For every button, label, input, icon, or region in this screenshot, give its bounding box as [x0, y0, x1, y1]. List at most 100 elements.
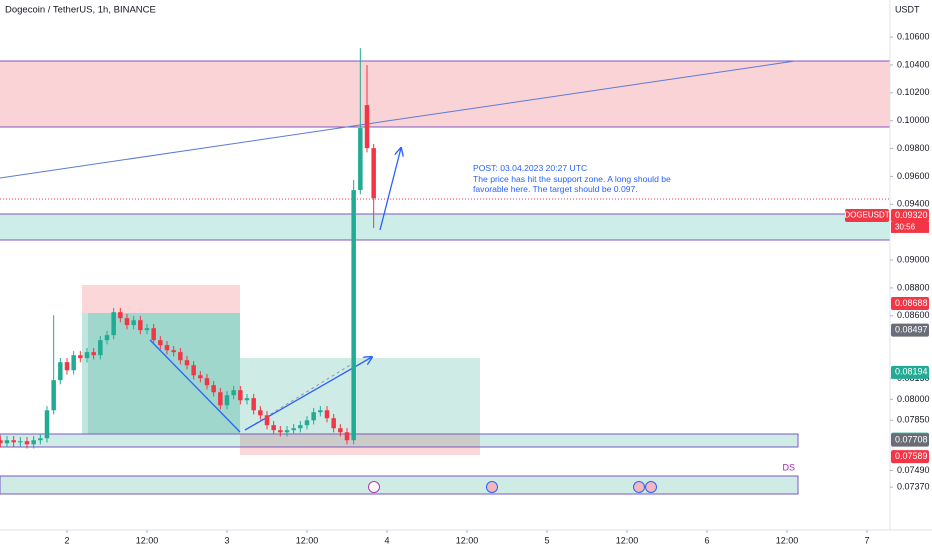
price-tag [891, 297, 929, 311]
x-tick-label: 4 [384, 535, 389, 545]
candle-body [218, 392, 223, 406]
position-fill [88, 313, 240, 434]
event-icon[interactable] [633, 481, 645, 493]
y-tick-label: 0.08000 [897, 394, 930, 404]
position-target [82, 313, 240, 434]
candle-body [158, 340, 163, 346]
countdown-label: 30:56 [895, 223, 916, 232]
candle-body [278, 430, 283, 433]
arrow [379, 148, 401, 231]
candle-body [271, 425, 276, 431]
arrow-line [149, 339, 241, 433]
x-tick-label: 12:00 [296, 535, 319, 545]
x-tick-label: 6 [704, 535, 709, 545]
candle-body [191, 365, 196, 376]
position-stop [82, 285, 240, 313]
candle-body [138, 320, 143, 331]
candle-body [104, 335, 110, 341]
y-tick-label: 0.10000 [897, 115, 930, 125]
candle-body [58, 362, 63, 381]
candle-body [318, 410, 323, 413]
position-target [240, 358, 480, 434]
y-tick-label: 0.07370 [897, 482, 930, 492]
trend-line [0, 60, 796, 179]
price-tag-label: 0.08194 [895, 367, 928, 377]
candle-body [78, 355, 83, 359]
x-tick-label: 7 [864, 535, 869, 545]
candle-body [0, 440, 3, 444]
candle-body [98, 340, 103, 356]
candle-body [144, 328, 150, 331]
x-tick-label: 12:00 [616, 535, 639, 545]
candle-body [198, 375, 203, 379]
candle-body [51, 380, 56, 411]
candle-body [64, 362, 70, 371]
candle-body [178, 352, 183, 361]
price-tag [891, 365, 929, 379]
candle-body [211, 385, 216, 393]
x-tick-label: 2 [64, 535, 69, 545]
candle-body [91, 352, 96, 356]
price-tag-label: 0.09320 [895, 210, 928, 220]
support-zone [0, 214, 890, 240]
price-tag [891, 323, 929, 337]
candle-body [38, 438, 43, 441]
y-tick-label: 0.09000 [897, 254, 930, 264]
candle-body [18, 441, 23, 443]
candle-body [31, 440, 36, 445]
x-tick-label: 12:00 [456, 535, 479, 545]
price-tag-label: 0.07589 [895, 451, 928, 461]
candle-body [331, 418, 336, 429]
x-tick-label: 12:00 [776, 535, 799, 545]
price-tag [891, 450, 929, 464]
candle-body [371, 148, 376, 199]
candle-body [258, 410, 263, 416]
candle-body [111, 312, 116, 336]
y-tick-label: 0.08800 [897, 282, 930, 292]
event-icon[interactable] [486, 481, 498, 493]
chart-title: Dogecoin / TetherUS, 1h, BINANCE [5, 5, 156, 16]
y-tick-label: 0.10600 [897, 31, 930, 41]
candle-body [151, 328, 156, 341]
candle-body [71, 355, 76, 371]
y-tick-label: 0.07850 [897, 415, 930, 425]
candle-body [264, 415, 270, 426]
event-icon[interactable] [368, 481, 380, 493]
y-tick-label: 0.08600 [897, 310, 930, 320]
x-tick-label: 3 [224, 535, 229, 545]
annotation-line: favorable here. The target should be 0.0… [473, 184, 638, 194]
price-tag [891, 433, 929, 447]
annotation-line: The price has hit the support zone. A lo… [473, 173, 671, 184]
currency: USDT [895, 4, 920, 14]
price-tag-label: 0.07708 [895, 434, 928, 444]
candle-body [204, 378, 210, 386]
candle-body [124, 318, 130, 326]
y-tick-label: 0.07490 [897, 465, 930, 475]
price-tag-label: 0.08688 [895, 298, 928, 308]
candle-body [44, 410, 50, 439]
y-tick-label: 0.10400 [897, 59, 930, 69]
candle-body [164, 345, 170, 351]
candle-body [24, 441, 30, 445]
y-tick-label: 0.10200 [897, 87, 930, 97]
candle-body [118, 312, 123, 319]
event-icon[interactable] [645, 481, 657, 493]
zone-label: DS [782, 462, 795, 472]
candle-body [4, 440, 10, 444]
price-tag [891, 208, 929, 222]
candle-body [84, 352, 90, 359]
resistance-zone [0, 61, 890, 127]
y-tick-label: 0.09400 [897, 199, 930, 209]
drawings [0, 0, 932, 531]
y-tick-label: 0.09800 [897, 143, 930, 153]
candle-body [364, 105, 370, 149]
candle-body [298, 425, 303, 429]
demand-zone [0, 433, 799, 448]
candle-body [131, 320, 136, 326]
candle-body [351, 190, 356, 441]
candle-body [338, 428, 343, 433]
candle-body [184, 360, 190, 366]
candle-body [244, 398, 250, 401]
candle-body [11, 440, 16, 443]
